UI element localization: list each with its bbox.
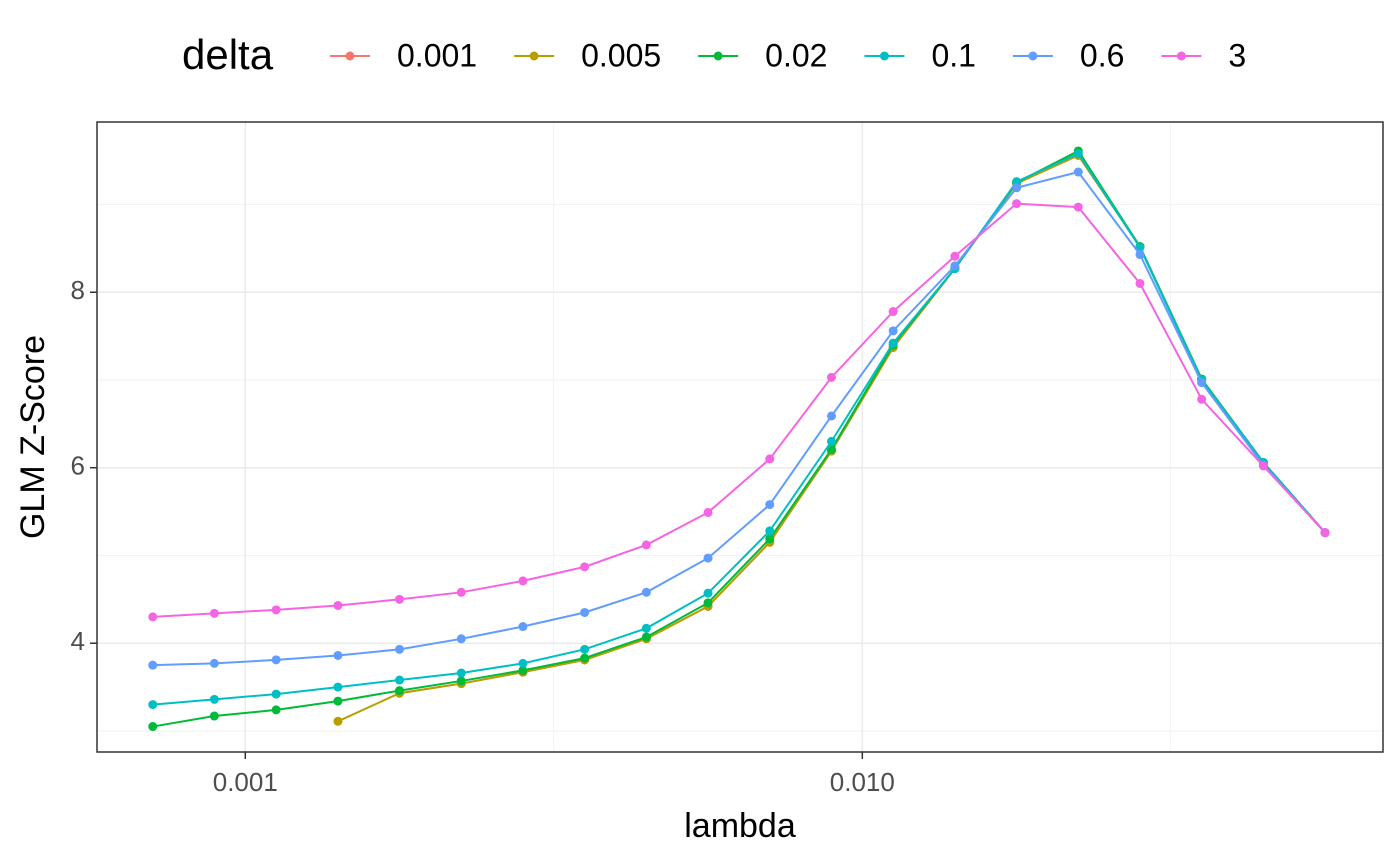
- data-point: [518, 665, 528, 675]
- legend-key-point: [529, 51, 539, 61]
- data-point: [333, 650, 343, 660]
- data-point: [580, 653, 590, 663]
- legend-label: 3: [1228, 37, 1246, 73]
- data-point: [209, 711, 219, 721]
- legend-key-point: [1028, 51, 1038, 61]
- data-point: [641, 540, 651, 550]
- legend-label: 0.6: [1080, 37, 1124, 73]
- data-point: [765, 526, 775, 536]
- data-point: [826, 372, 836, 382]
- y-tick-label: 6: [71, 451, 85, 481]
- data-point: [826, 436, 836, 446]
- data-point: [1135, 242, 1145, 252]
- legend-key-point: [713, 51, 723, 61]
- data-point: [826, 444, 836, 454]
- data-point: [1073, 149, 1083, 159]
- data-point: [888, 326, 898, 336]
- x-axis-title: lambda: [684, 807, 796, 845]
- data-point: [518, 576, 528, 586]
- data-point: [1073, 202, 1083, 212]
- data-point: [456, 634, 466, 644]
- data-point: [518, 658, 528, 668]
- data-point: [703, 598, 713, 608]
- data-point: [1197, 378, 1207, 388]
- data-point: [1073, 167, 1083, 177]
- data-point: [580, 562, 590, 572]
- data-point: [888, 307, 898, 317]
- data-point: [209, 658, 219, 668]
- series-line: [152, 152, 1326, 706]
- data-point: [1135, 249, 1145, 259]
- series-line: [152, 170, 1326, 667]
- data-point: [1320, 528, 1330, 538]
- data-point: [703, 507, 713, 517]
- data-point: [765, 454, 775, 464]
- panel-border: [96, 121, 1384, 753]
- data-point: [950, 251, 960, 261]
- series-line: [152, 202, 1326, 618]
- data-point: [148, 700, 158, 710]
- data-point: [395, 594, 405, 604]
- y-axis-title: GLM Z-Score: [14, 335, 52, 539]
- data-point: [395, 675, 405, 685]
- data-point: [580, 644, 590, 654]
- legend-key-point: [1176, 51, 1186, 61]
- data-point: [1012, 199, 1022, 209]
- data-point: [209, 608, 219, 618]
- data-point: [456, 676, 466, 686]
- legend-label: 0.1: [931, 37, 975, 73]
- legend-title: delta: [182, 31, 274, 78]
- data-point: [395, 644, 405, 654]
- data-point: [1197, 394, 1207, 404]
- legend-key-point: [345, 51, 355, 61]
- data-point: [765, 534, 775, 544]
- legend-label: 0.005: [581, 37, 661, 73]
- data-point: [950, 261, 960, 271]
- data-point: [456, 587, 466, 597]
- data-point: [641, 632, 651, 642]
- data-point: [148, 722, 158, 732]
- data-point: [1135, 278, 1145, 288]
- data-point: [148, 660, 158, 670]
- data-point: [703, 588, 713, 598]
- data-point: [271, 605, 281, 615]
- data-point: [1012, 183, 1022, 193]
- y-tick-label: 4: [71, 626, 85, 656]
- data-point: [333, 600, 343, 610]
- data-point: [209, 694, 219, 704]
- data-point: [333, 716, 343, 726]
- data-point: [271, 705, 281, 715]
- data-point: [333, 696, 343, 706]
- y-tick-label: 8: [71, 275, 85, 305]
- legend-label: 0.001: [397, 37, 477, 73]
- data-point: [395, 686, 405, 696]
- x-tick-label: 0.010: [830, 767, 895, 797]
- data-point: [1258, 461, 1268, 471]
- legend-key-point: [879, 51, 889, 61]
- data-point: [518, 622, 528, 632]
- data-point: [765, 500, 775, 510]
- data-point: [333, 682, 343, 692]
- legend-label: 0.02: [765, 37, 827, 73]
- data-point: [703, 553, 713, 563]
- data-point: [456, 668, 466, 678]
- data-point: [148, 612, 158, 622]
- data-point: [888, 338, 898, 348]
- data-point: [271, 655, 281, 665]
- x-tick-label: 0.001: [213, 767, 278, 797]
- series-line: [152, 149, 1326, 728]
- data-point: [641, 587, 651, 597]
- data-point: [641, 623, 651, 633]
- data-point: [580, 607, 590, 617]
- data-point: [826, 411, 836, 421]
- data-point: [271, 689, 281, 699]
